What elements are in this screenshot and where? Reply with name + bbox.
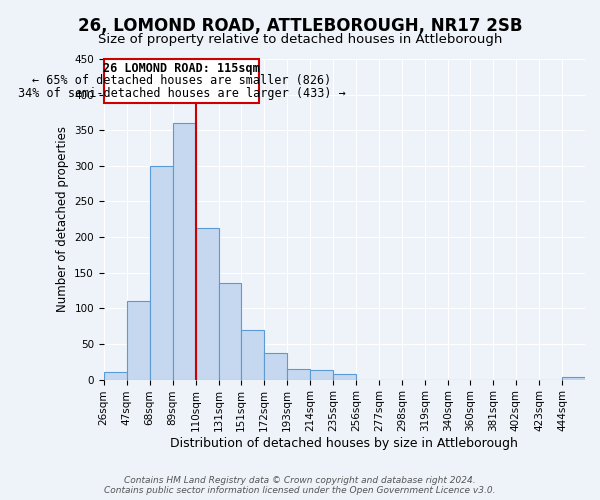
Bar — [241, 330, 264, 380]
Bar — [310, 370, 333, 380]
Bar — [287, 369, 310, 380]
Text: 26, LOMOND ROAD, ATTLEBOROUGH, NR17 2SB: 26, LOMOND ROAD, ATTLEBOROUGH, NR17 2SB — [78, 18, 522, 36]
Text: Size of property relative to detached houses in Attleborough: Size of property relative to detached ho… — [98, 32, 502, 46]
Text: ← 65% of detached houses are smaller (826): ← 65% of detached houses are smaller (82… — [32, 74, 331, 88]
Bar — [173, 123, 196, 380]
Bar — [150, 166, 173, 380]
Bar — [333, 374, 356, 380]
Bar — [219, 284, 241, 380]
Bar — [104, 372, 127, 380]
Bar — [127, 301, 150, 380]
Y-axis label: Number of detached properties: Number of detached properties — [56, 126, 68, 312]
Bar — [264, 353, 287, 380]
Bar — [196, 228, 219, 380]
Bar — [562, 376, 585, 380]
X-axis label: Distribution of detached houses by size in Attleborough: Distribution of detached houses by size … — [170, 437, 518, 450]
Text: Contains HM Land Registry data © Crown copyright and database right 2024.
Contai: Contains HM Land Registry data © Crown c… — [104, 476, 496, 495]
Text: 26 LOMOND ROAD: 115sqm: 26 LOMOND ROAD: 115sqm — [103, 62, 260, 75]
Text: 34% of semi-detached houses are larger (433) →: 34% of semi-detached houses are larger (… — [17, 87, 346, 100]
Bar — [104, 59, 259, 103]
